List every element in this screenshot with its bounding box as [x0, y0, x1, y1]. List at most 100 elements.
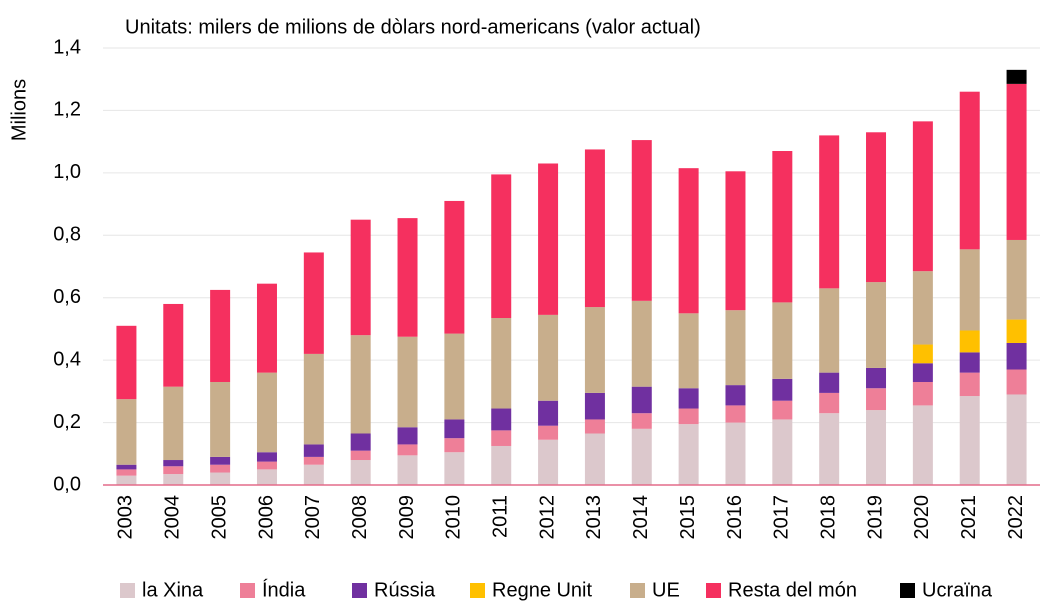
bar-segment: [959, 91, 980, 250]
bar-segment: [491, 174, 512, 319]
bar-segment: [444, 452, 465, 485]
bar-segment: [819, 288, 840, 373]
bar-segment: [163, 460, 184, 467]
bar-segment: [819, 413, 840, 485]
x-tick-label: 2021: [958, 495, 980, 540]
legend-swatch: [120, 583, 135, 598]
x-tick-label: 2005: [208, 495, 230, 540]
bar-segment: [163, 303, 184, 387]
bar-segment: [491, 445, 512, 485]
bar-segment: [116, 469, 137, 476]
bar-segment: [1006, 342, 1027, 370]
y-tick-label: 0,2: [53, 411, 81, 433]
bar-segment: [116, 325, 137, 400]
x-tick-label: 2016: [724, 495, 746, 540]
bar-segment: [256, 452, 277, 462]
bar-segment: [163, 466, 184, 475]
bar-segment: [163, 474, 184, 485]
bar-segment: [210, 456, 231, 465]
legend-swatch: [352, 583, 367, 598]
y-tick-label: 1,4: [53, 36, 81, 58]
bar-segment: [959, 396, 980, 485]
bar-segment: [1006, 319, 1027, 343]
bar-segment: [819, 392, 840, 414]
bar-segment: [303, 464, 324, 485]
bar-segment: [631, 140, 652, 301]
bar-segment: [210, 381, 231, 457]
bar-segment: [256, 461, 277, 470]
bar-segment: [772, 378, 793, 401]
x-tick-label: 2006: [255, 495, 277, 540]
bar-segment: [959, 352, 980, 373]
legend-label: UE: [652, 579, 680, 601]
bar-segment: [912, 271, 933, 345]
bar-segment: [538, 439, 559, 485]
bar-segment: [866, 410, 887, 485]
bar-segment: [210, 289, 231, 382]
bar-segment: [256, 372, 277, 453]
legend-swatch: [900, 583, 915, 598]
bar-segment: [210, 472, 231, 485]
bar-segment: [912, 344, 933, 364]
bar-segment: [725, 171, 746, 311]
x-tick-label: 2018: [817, 495, 839, 540]
chart-title: Unitats: milers de milions de dòlars nor…: [125, 16, 701, 38]
bar-segment: [116, 475, 137, 485]
bar-segment: [584, 392, 605, 420]
y-axis-label: Milions: [8, 79, 30, 141]
bar-segment: [584, 419, 605, 434]
bar-segment: [912, 405, 933, 485]
legend-label: Rússia: [374, 579, 436, 601]
legend-swatch: [630, 583, 645, 598]
bar-segment: [397, 218, 418, 337]
bar-segment: [444, 438, 465, 453]
bar-segment: [631, 428, 652, 485]
x-tick-label: 2008: [349, 495, 371, 540]
bar-segment: [772, 302, 793, 379]
bar-segment: [116, 464, 137, 470]
y-tick-label: 0,8: [53, 224, 81, 246]
bar-segment: [303, 353, 324, 445]
bar-segment: [350, 450, 371, 461]
bar-segment: [163, 386, 184, 461]
x-tick-label: 2012: [536, 495, 558, 540]
bar-segment: [725, 405, 746, 423]
bar-segment: [491, 408, 512, 431]
bar-segment: [912, 381, 933, 406]
bar-segment: [1006, 369, 1027, 395]
x-tick-label: 2017: [771, 495, 793, 540]
legend-label: Índia: [262, 578, 306, 601]
bar-segment: [303, 252, 324, 354]
bar-segment: [538, 163, 559, 315]
bar-segment: [350, 335, 371, 434]
bar-segment: [303, 456, 324, 465]
bar-segment: [538, 400, 559, 426]
bar-segment: [678, 168, 699, 314]
bar-segment: [538, 425, 559, 440]
bar-segment: [1006, 83, 1027, 240]
bar-segment: [819, 135, 840, 289]
x-tick-label: 2010: [443, 495, 465, 540]
y-tick-label: 1,0: [53, 161, 81, 183]
bar-segment: [819, 372, 840, 393]
legend-swatch: [240, 583, 255, 598]
bar-segment: [350, 460, 371, 485]
legend-label: Regne Unit: [492, 579, 593, 601]
y-tick-label: 0,4: [53, 348, 81, 370]
bar-segment: [1006, 239, 1027, 320]
bar-segment: [725, 422, 746, 485]
x-tick-label: 2007: [302, 495, 324, 540]
bar-segment: [772, 419, 793, 485]
bar-segment: [912, 363, 933, 382]
bar-segment: [350, 219, 371, 336]
legend-swatch: [470, 583, 485, 598]
bar-segment: [303, 444, 324, 457]
bar-segment: [397, 444, 418, 456]
bar-segment: [866, 367, 887, 389]
x-tick-label: 2015: [677, 495, 699, 540]
bar-segment: [959, 330, 980, 353]
bar-segment: [1006, 69, 1027, 84]
bar-segment: [631, 386, 652, 414]
bar-segment: [866, 282, 887, 368]
